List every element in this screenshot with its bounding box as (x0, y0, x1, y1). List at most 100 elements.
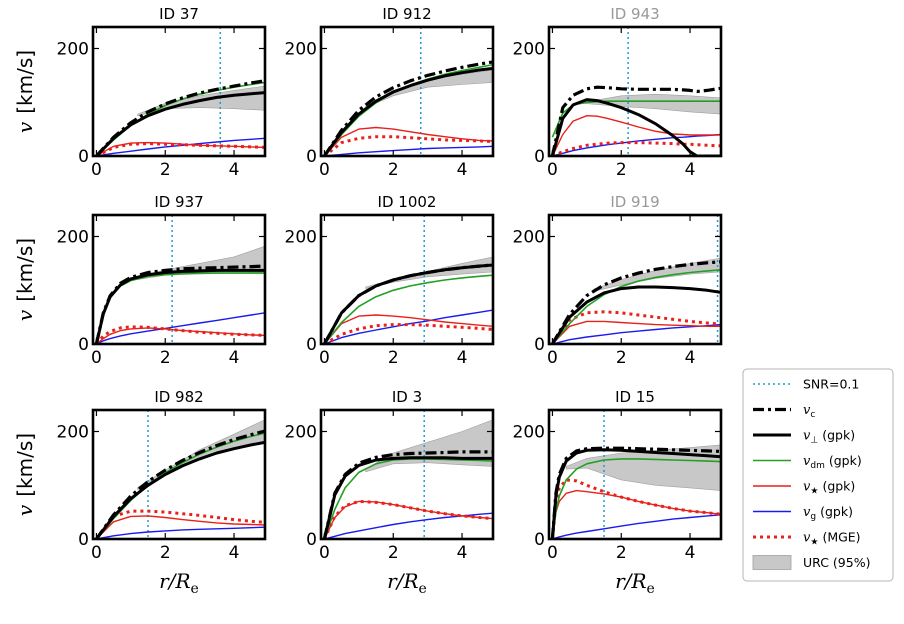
curve-vc (95, 79, 265, 156)
panel-title: ID 912 (382, 5, 431, 23)
y-tick-label: 0 (534, 335, 545, 355)
x-axis-label: r/Re (387, 569, 427, 597)
legend-item-vstar_mge: v★ (MGE) (753, 530, 861, 548)
curve-vg (96, 526, 265, 539)
panel-3: 0 2 4 0 200 ID 943 (513, 5, 723, 180)
curve-vstar (551, 115, 721, 156)
x-tick-label: 0 (547, 348, 558, 368)
curve-vg (96, 137, 265, 156)
legend-item-vperp: v⊥ (gpk) (753, 428, 855, 446)
x-axis-label: r/Re (615, 569, 655, 597)
panel-title: ID 919 (610, 193, 659, 211)
x-tick-label: 2 (616, 348, 627, 368)
panel-title: ID 943 (610, 5, 659, 23)
x-tick-label: 0 (91, 543, 102, 563)
y-tick-label: 200 (513, 423, 545, 443)
panel-6: 0 2 4 0 200 ID 919 (513, 193, 723, 368)
x-tick-label: 0 (547, 543, 558, 563)
x-tick-label: 2 (160, 160, 171, 180)
curve-vc (550, 85, 721, 156)
urc-band (583, 93, 721, 115)
labels-layer: v[km/s] v[km/s] v[km/s] r/Re r/Re r/Re (13, 50, 655, 597)
panel-frame (547, 408, 723, 541)
panel-frame (91, 25, 267, 158)
legend-item-snr: SNR=0.1 (753, 377, 859, 392)
legend-label: SNR=0.1 (803, 377, 859, 392)
y-tick-label: 0 (534, 147, 545, 167)
curve-vdm (551, 458, 721, 539)
x-tick-label: 2 (616, 543, 627, 563)
x-tick-label: 4 (685, 160, 696, 180)
legend-item-vdm: vdm (gpk) (753, 453, 862, 471)
curve-vdm (551, 269, 721, 344)
legend-swatch (752, 555, 792, 570)
urc-band (565, 444, 721, 491)
y-tick-label: 200 (285, 423, 317, 443)
x-tick-label: 4 (457, 348, 468, 368)
panel-frame (91, 408, 267, 541)
curve-vc (94, 264, 265, 344)
x-tick-label: 4 (229, 160, 240, 180)
panel-5: 0 2 4 0 200 ID 1002 (285, 193, 495, 368)
curve-vc (550, 446, 721, 539)
urc-band (593, 257, 721, 292)
panel-8: 0 2 4 0 200 ID 3 (285, 388, 495, 563)
y-tick-label: 0 (78, 335, 89, 355)
x-tick-label: 0 (319, 160, 330, 180)
x-tick-label: 0 (547, 160, 558, 180)
x-tick-label: 2 (388, 543, 399, 563)
panel-title: ID 1002 (378, 193, 437, 211)
y-tick-label: 0 (306, 335, 317, 355)
x-tick-label: 4 (685, 348, 696, 368)
x-tick-label: 4 (685, 543, 696, 563)
panel-7: 0 2 4 0 200 ID 982 (57, 388, 267, 563)
y-tick-label: 200 (57, 228, 89, 248)
x-tick-label: 0 (319, 348, 330, 368)
x-tick-label: 4 (457, 160, 468, 180)
curve-vperp (551, 285, 721, 344)
y-axis-label: v[km/s] (13, 50, 37, 133)
x-tick-label: 2 (160, 543, 171, 563)
legend-item-vg: vg (gpk) (753, 504, 853, 522)
legend-item-urc: URC (95%) (752, 555, 870, 570)
curve-vc (323, 60, 493, 156)
curve-vperp (323, 66, 493, 156)
panel-title: ID 15 (615, 388, 655, 406)
x-axis-label: r/Re (159, 569, 199, 597)
curve-vdm (95, 432, 265, 539)
curve-vstar (95, 327, 265, 344)
y-tick-label: 0 (306, 147, 317, 167)
curve-vg (552, 133, 721, 156)
panel-title: ID 37 (159, 5, 199, 23)
legend-item-vc: vc (753, 403, 815, 420)
y-tick-label: 0 (78, 147, 89, 167)
panel-frame (319, 408, 495, 541)
legend-label: vdm (gpk) (803, 453, 862, 471)
y-tick-label: 0 (78, 530, 89, 550)
legend-label: vg (gpk) (803, 504, 853, 522)
curve-vstar (96, 141, 265, 156)
panel-frame (91, 213, 267, 346)
curve-vstar_mge (95, 509, 265, 539)
curve-vg (324, 145, 493, 156)
panel-title: ID 982 (154, 388, 203, 406)
legend-label: v★ (gpk) (803, 479, 855, 497)
x-tick-label: 4 (457, 543, 468, 563)
curve-vc (322, 450, 493, 539)
y-tick-label: 200 (513, 40, 545, 60)
curve-vperp (322, 456, 493, 539)
panel-title: ID 3 (392, 388, 422, 406)
x-tick-label: 0 (91, 348, 102, 368)
curve-vstar_mge (323, 135, 493, 156)
panel-1: 0 2 4 0 200 ID 37 (57, 5, 267, 180)
curve-vstar (95, 515, 265, 539)
curve-vstar_mge (551, 310, 721, 344)
curve-vstar_mge (550, 478, 721, 539)
curve-vc (95, 429, 265, 539)
curve-vstar (551, 320, 721, 344)
x-tick-label: 0 (91, 160, 102, 180)
curve-vstar_mge (323, 323, 493, 344)
panel-4: 0 2 4 0 200 ID 937 (57, 193, 267, 368)
